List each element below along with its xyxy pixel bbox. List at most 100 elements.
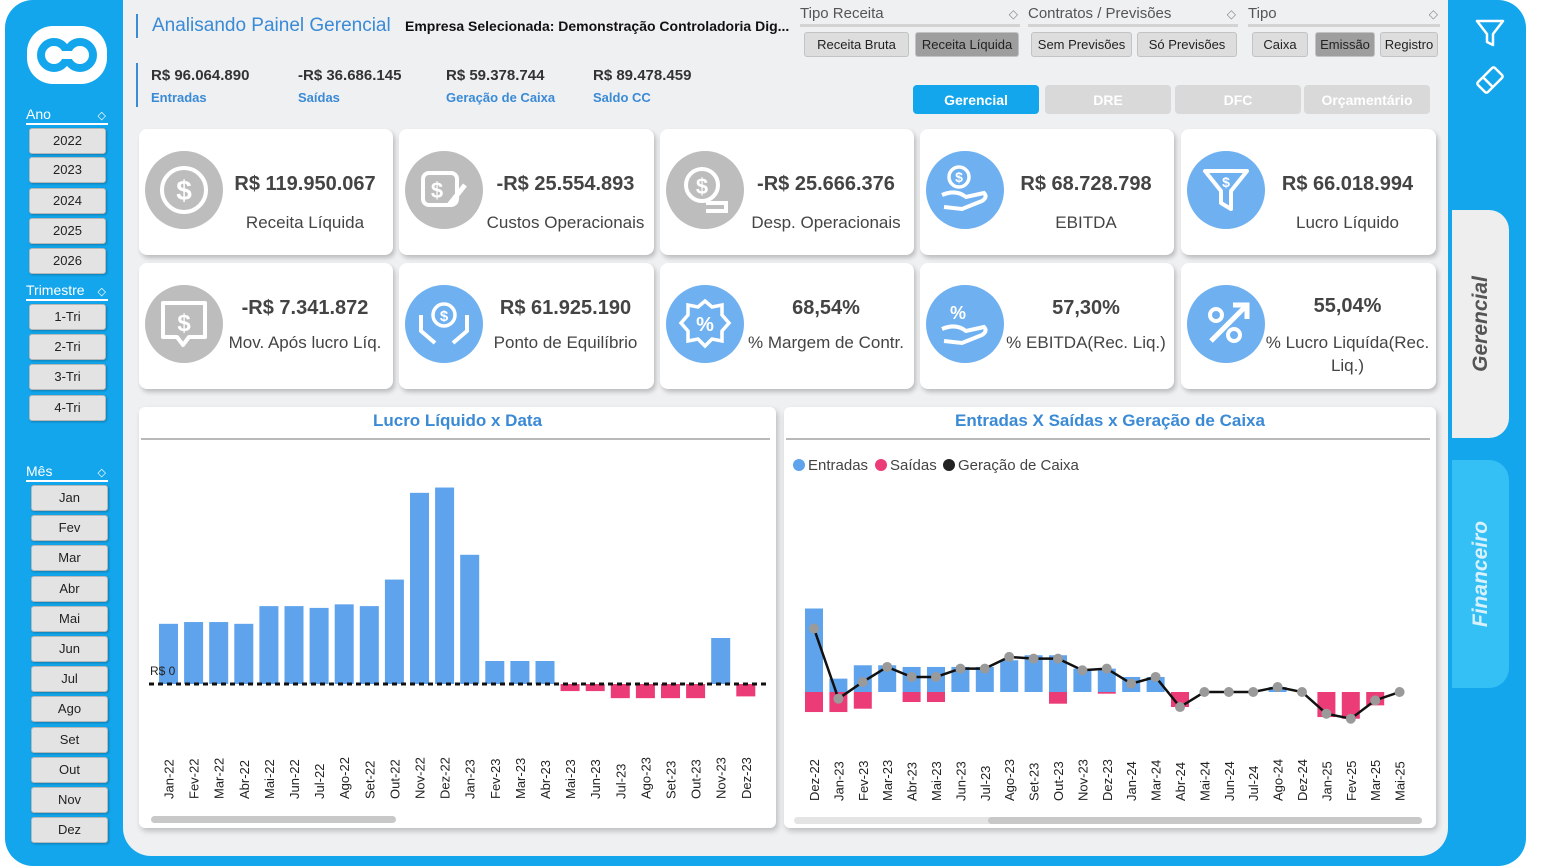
bar-entradas[interactable] — [1024, 655, 1043, 692]
bar-entradas[interactable] — [1073, 668, 1092, 692]
bar[interactable] — [410, 492, 429, 684]
bar[interactable] — [510, 660, 530, 684]
bar[interactable] — [359, 606, 379, 684]
bar[interactable] — [284, 606, 304, 684]
point-geracao-caixa[interactable] — [1297, 687, 1307, 697]
chart-scrollbar[interactable] — [988, 817, 1422, 824]
bar-saidas[interactable] — [927, 692, 945, 703]
bar-entradas[interactable] — [1000, 660, 1019, 692]
filter-icon[interactable] — [1472, 15, 1508, 51]
bar[interactable] — [661, 684, 680, 699]
point-geracao-caixa[interactable] — [1126, 678, 1137, 689]
eraser-icon[interactable]: ◇ — [1226, 7, 1236, 21]
point-geracao-caixa[interactable] — [1004, 651, 1015, 662]
slicer-ano-button[interactable]: 2022 — [29, 128, 106, 154]
bar-saidas[interactable] — [1097, 692, 1116, 694]
tab-dfc[interactable]: DFC — [1175, 85, 1301, 114]
bar[interactable] — [384, 579, 404, 684]
slicer-mes-button[interactable]: Nov — [31, 787, 108, 813]
bar[interactable] — [585, 684, 605, 692]
slicer-ano-button[interactable]: 2023 — [29, 157, 106, 183]
bar-entradas[interactable] — [878, 665, 897, 692]
eraser-icon[interactable]: ◇ — [97, 110, 106, 122]
point-geracao-caixa[interactable] — [1394, 687, 1405, 697]
slicer-mes-button[interactable]: Set — [31, 727, 108, 753]
bar[interactable] — [159, 623, 178, 684]
point-geracao-caixa[interactable] — [931, 671, 941, 682]
filter-option-button[interactable]: Receita Líquida — [915, 32, 1019, 57]
side-tab-financeiro[interactable]: Financeiro — [1452, 460, 1509, 688]
filter-option-button[interactable]: Caixa — [1252, 32, 1308, 57]
bar[interactable] — [234, 623, 254, 684]
point-geracao-caixa[interactable] — [1101, 663, 1112, 674]
slicer-mes-button[interactable]: Fev — [31, 515, 108, 541]
bar[interactable] — [184, 622, 204, 684]
bar[interactable] — [460, 554, 480, 684]
point-geracao-caixa[interactable] — [1028, 653, 1039, 664]
point-geracao-caixa[interactable] — [1053, 653, 1063, 664]
slicer-mes-button[interactable]: Jul — [31, 666, 108, 692]
point-geracao-caixa[interactable] — [857, 676, 868, 687]
bar-entradas[interactable] — [951, 666, 970, 692]
bar[interactable] — [711, 637, 731, 684]
slicer-mes-button[interactable]: Ago — [31, 696, 108, 722]
tab-orcamentario[interactable]: Orçamentário — [1304, 85, 1430, 114]
bar[interactable] — [309, 607, 329, 684]
filter-option-button[interactable]: Só Previsões — [1137, 32, 1237, 57]
point-geracao-caixa[interactable] — [809, 623, 819, 634]
slicer-ano-button[interactable]: 2026 — [29, 248, 106, 274]
bar[interactable] — [259, 606, 279, 684]
bar[interactable] — [686, 684, 706, 699]
slicer-ano-button[interactable]: 2024 — [29, 188, 106, 214]
slicer-trimestre-button[interactable]: 4-Tri — [29, 395, 106, 421]
bar[interactable] — [560, 684, 580, 692]
side-tab-gerencial[interactable]: Gerencial — [1452, 210, 1509, 438]
chart-scrollbar[interactable] — [151, 816, 396, 823]
slicer-mes-button[interactable]: Mai — [31, 606, 108, 632]
bar[interactable] — [435, 487, 455, 684]
eraser-icon[interactable] — [1472, 62, 1508, 98]
bar-entradas[interactable] — [975, 666, 994, 692]
bar-entradas[interactable] — [1097, 668, 1116, 692]
point-geracao-caixa[interactable] — [1272, 681, 1283, 692]
point-geracao-caixa[interactable] — [1223, 687, 1234, 697]
slicer-mes-button[interactable]: Out — [31, 757, 108, 783]
slicer-trimestre-button[interactable]: 3-Tri — [29, 364, 106, 390]
eraser-icon[interactable]: ◇ — [97, 286, 106, 298]
bar-saidas[interactable] — [902, 692, 921, 703]
point-geracao-caixa[interactable] — [1077, 665, 1088, 676]
bar[interactable] — [635, 684, 655, 699]
bar[interactable] — [535, 660, 555, 684]
point-geracao-caixa[interactable] — [979, 663, 990, 674]
point-geracao-caixa[interactable] — [1321, 708, 1332, 719]
slicer-trimestre-button[interactable]: 1-Tri — [29, 304, 106, 330]
slicer-mes-button[interactable]: Dez — [31, 817, 108, 843]
filter-option-button[interactable]: Sem Previsões — [1031, 32, 1132, 57]
eraser-icon[interactable]: ◇ — [1008, 7, 1018, 21]
filter-option-button[interactable]: Receita Bruta — [804, 32, 909, 57]
eraser-icon[interactable]: ◇ — [97, 467, 106, 479]
point-geracao-caixa[interactable] — [1199, 687, 1210, 697]
point-geracao-caixa[interactable] — [882, 661, 893, 672]
tab-gerencial[interactable]: Gerencial — [913, 85, 1039, 114]
slicer-mes-button[interactable]: Mar — [31, 545, 108, 571]
filter-option-button[interactable]: Emissão — [1315, 32, 1375, 57]
slicer-trimestre-button[interactable]: 2-Tri — [29, 334, 106, 360]
slicer-ano-button[interactable]: 2025 — [29, 218, 106, 244]
slicer-mes-button[interactable]: Jun — [31, 636, 108, 662]
filter-option-button[interactable]: Registro — [1380, 32, 1438, 57]
bar-saidas[interactable] — [805, 692, 823, 713]
bar-saidas[interactable] — [1341, 692, 1360, 719]
bar[interactable] — [736, 684, 756, 697]
bar-saidas[interactable] — [853, 692, 872, 709]
bar[interactable] — [485, 660, 505, 684]
point-geracao-caixa[interactable] — [1175, 702, 1185, 713]
eraser-icon[interactable]: ◇ — [1428, 7, 1438, 21]
point-geracao-caixa[interactable] — [1345, 713, 1356, 724]
bar-entradas[interactable] — [1049, 655, 1067, 692]
point-geracao-caixa[interactable] — [1370, 695, 1381, 706]
bar[interactable] — [334, 604, 354, 684]
point-geracao-caixa[interactable] — [833, 693, 844, 704]
slicer-mes-button[interactable]: Jan — [31, 485, 108, 511]
tab-dre[interactable]: DRE — [1045, 85, 1171, 114]
